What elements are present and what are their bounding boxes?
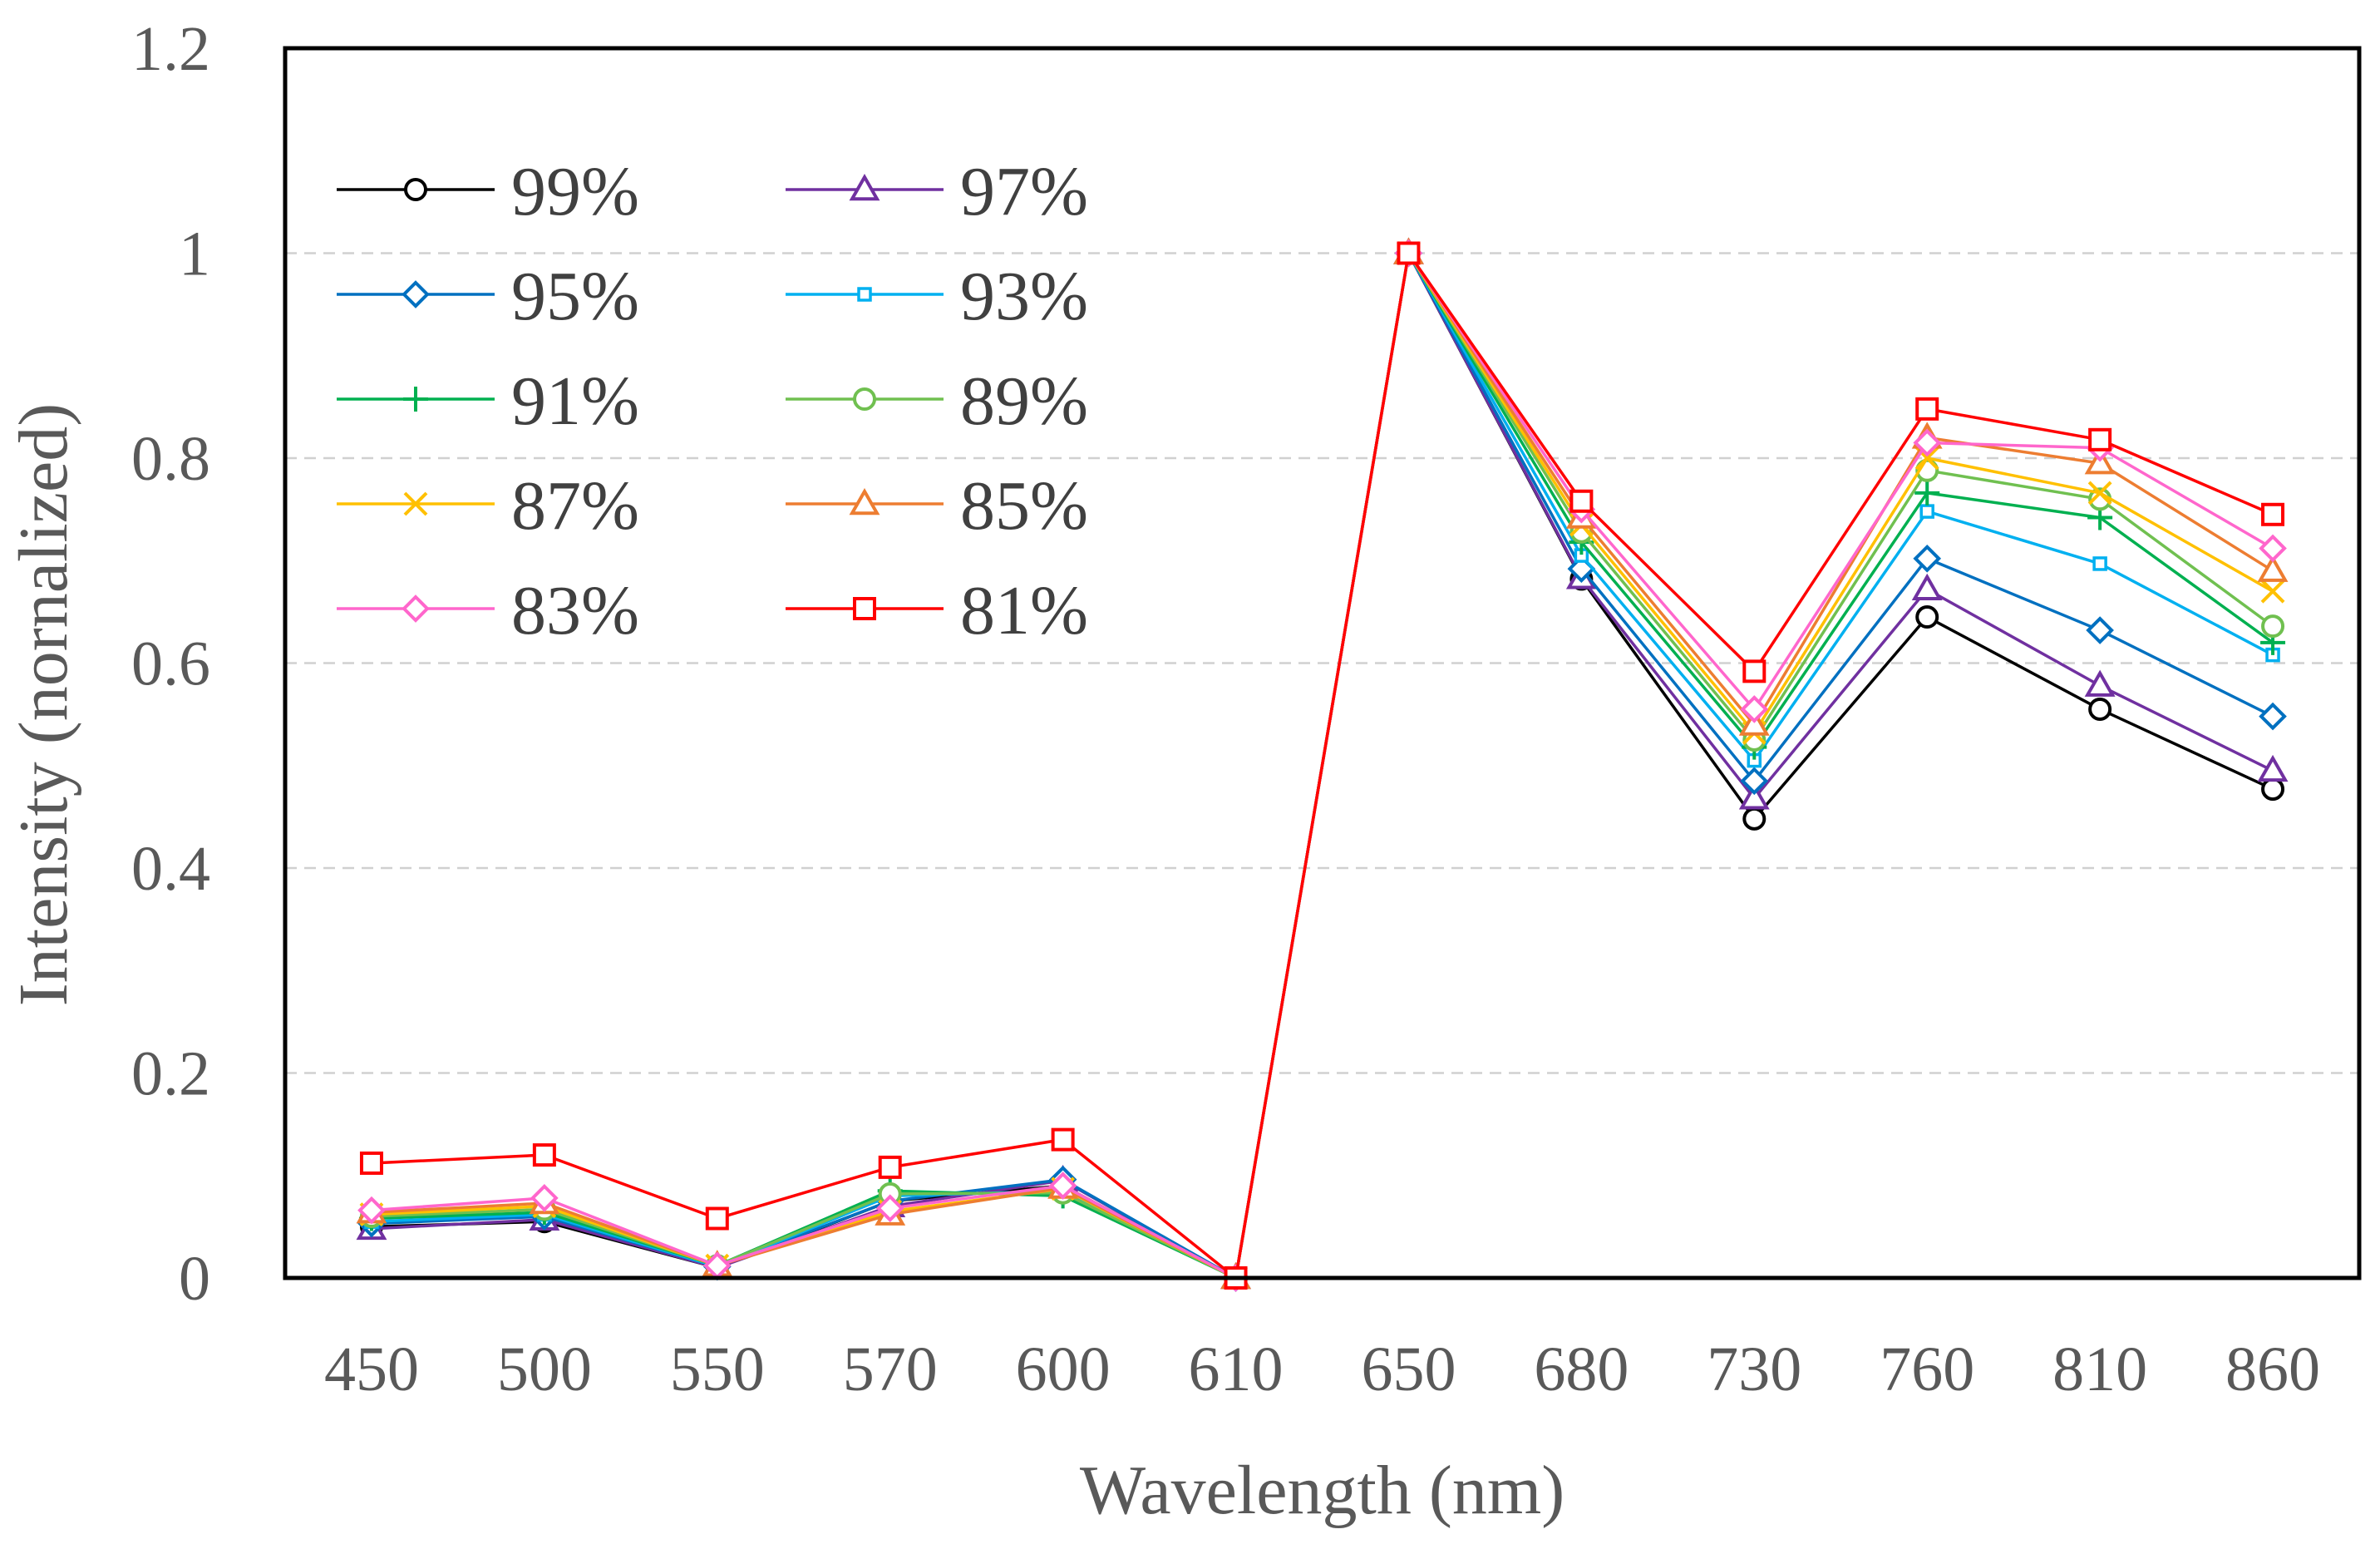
point-81pct-760 (1915, 397, 1939, 421)
legend: 99% 97% 95% 93% 91% 89% 87% 85% 83% 81% (337, 153, 1088, 649)
legend-label-89pct: 89% (960, 363, 1088, 440)
legend-label-87pct: 87% (511, 467, 639, 545)
legend-entry-81pct: 81% (786, 572, 1088, 649)
point-81pct-680 (1569, 489, 1594, 513)
legend-entry-89pct: 89% (786, 363, 1088, 440)
series-line-81pct (371, 251, 2274, 1280)
point-97pct-730 (1738, 782, 1770, 810)
point-83pct-600 (1048, 1172, 1077, 1200)
x-tick-label-500: 500 (497, 1334, 592, 1404)
point-83pct-860 (2259, 534, 2287, 563)
legend-label-91pct: 91% (511, 363, 639, 440)
legend-marker-85pct (849, 487, 880, 516)
y-tick-label-6: 1.2 (131, 14, 210, 84)
y-tick-label-1: 0.2 (131, 1039, 210, 1109)
point-83pct-730 (1740, 695, 1769, 723)
point-97pct-810 (2084, 669, 2116, 697)
legend-label-81pct: 81% (960, 572, 1088, 649)
legend-label-83pct: 83% (511, 572, 639, 649)
y-tick-label-5: 1 (179, 220, 210, 289)
x-tick-label-860: 860 (2225, 1334, 2320, 1404)
legend-marker-97pct (849, 173, 880, 201)
y-axis-title: Intensity (nornalized) (5, 403, 82, 1006)
x-tick-label-610: 610 (1189, 1334, 1284, 1404)
x-tick-label-760: 760 (1880, 1334, 1974, 1404)
point-89pct-860 (2261, 614, 2285, 639)
point-87pct-810 (2087, 481, 2112, 506)
legend-label-99pct: 99% (511, 153, 639, 230)
legend-entry-95pct: 95% (337, 258, 639, 335)
legend-label-85pct: 85% (960, 467, 1088, 545)
point-97pct-860 (2257, 754, 2289, 782)
legend-marker-99pct (404, 178, 427, 201)
legend-marker-93pct (857, 287, 872, 302)
legend-marker-83pct (402, 594, 430, 623)
point-81pct-600 (1051, 1127, 1075, 1152)
y-tick-label-4: 0.8 (131, 424, 210, 494)
y-tick-label-0: 0 (179, 1244, 210, 1314)
legend-entry-91pct: 91% (337, 363, 639, 440)
point-81pct-730 (1742, 659, 1767, 683)
legend-entry-97pct: 97% (786, 153, 1088, 230)
point-99pct-760 (1915, 605, 1939, 629)
legend-marker-95pct (402, 280, 430, 308)
x-tick-label-730: 730 (1707, 1334, 1801, 1404)
x-tick-label-810: 810 (2052, 1334, 2147, 1404)
legend-marker-89pct (853, 387, 876, 411)
legend-label-97pct: 97% (960, 153, 1088, 230)
y-tick-label-3: 0.6 (131, 629, 210, 699)
legend-entry-87pct: 87% (337, 467, 639, 545)
plot-area-frame (283, 46, 2362, 1280)
legend-label-93pct: 93% (960, 258, 1088, 335)
legend-label-95pct: 95% (511, 258, 639, 335)
legend-marker-91pct (403, 387, 428, 412)
legend-entry-83pct: 83% (337, 572, 639, 649)
point-93pct-760 (1919, 504, 1934, 519)
axes: 0 0.2 0.4 0.6 0.8 1 1.2 450 500 550 570 600 610 650 68… (131, 14, 2362, 1404)
y-tick-label-2: 0.4 (131, 834, 210, 904)
x-tick-label-680: 680 (1534, 1334, 1629, 1404)
legend-marker-87pct (403, 491, 428, 516)
point-81pct-810 (2088, 427, 2112, 451)
x-tick-label-550: 550 (670, 1334, 765, 1404)
point-81pct-650 (1397, 241, 1421, 265)
point-85pct-860 (2257, 555, 2289, 582)
point-97pct-760 (1911, 573, 1943, 601)
point-91pct-760 (1914, 480, 1940, 506)
point-83pct-450 (357, 1196, 386, 1225)
point-81pct-450 (359, 1151, 383, 1175)
point-87pct-860 (2260, 579, 2285, 604)
point-81pct-550 (705, 1206, 729, 1231)
x-tick-label-570: 570 (843, 1334, 938, 1404)
point-99pct-730 (1742, 807, 1767, 831)
legend-entry-99pct: 99% (337, 153, 639, 230)
x-tick-label-450: 450 (324, 1334, 419, 1404)
legend-entry-85pct: 85% (786, 467, 1088, 545)
point-93pct-810 (2092, 556, 2107, 571)
point-83pct-570 (875, 1194, 904, 1223)
point-99pct-860 (2261, 777, 2285, 802)
x-tick-label-600: 600 (1016, 1334, 1111, 1404)
point-81pct-860 (2261, 502, 2285, 526)
series-83pct (357, 239, 2287, 1292)
point-95pct-730 (1740, 767, 1769, 796)
point-95pct-810 (2086, 616, 2114, 644)
point-95pct-860 (2259, 702, 2287, 731)
legend-entry-93pct: 93% (786, 258, 1088, 335)
point-95pct-760 (1913, 544, 1942, 573)
series-layer (356, 237, 2289, 1292)
point-83pct-760 (1913, 428, 1942, 457)
x-tick-label-650: 650 (1361, 1334, 1456, 1404)
point-81pct-500 (532, 1143, 556, 1167)
point-83pct-500 (530, 1184, 559, 1212)
point-99pct-810 (2088, 697, 2112, 721)
point-81pct-570 (878, 1155, 902, 1179)
legend-marker-81pct (853, 597, 876, 620)
series-81pct (359, 241, 2285, 1290)
gridlines (285, 252, 2359, 1074)
x-axis-title: Wavelength (nm) (1080, 1452, 1564, 1529)
